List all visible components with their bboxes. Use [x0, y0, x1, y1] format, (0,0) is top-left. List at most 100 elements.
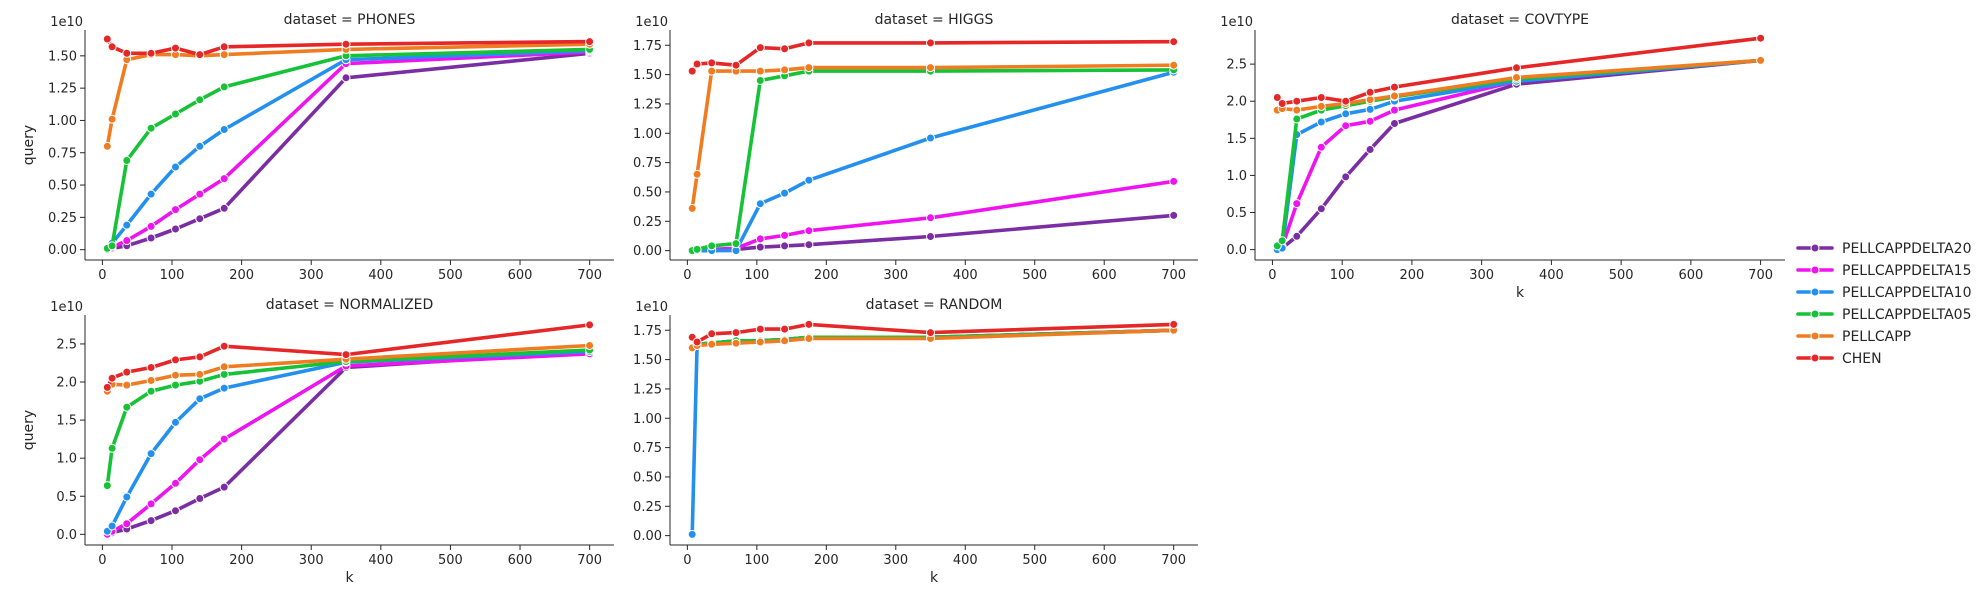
y-tick-label: 0.75 — [633, 156, 662, 171]
data-point — [146, 386, 156, 396]
data-point — [1277, 236, 1287, 246]
series-line — [1275, 58, 1763, 252]
data-point — [692, 337, 702, 347]
y-tick-label: 0.25 — [48, 211, 77, 226]
y-tick-label: 0.5 — [56, 490, 77, 505]
data-point — [195, 369, 205, 379]
series-pellcappdelta05 — [102, 44, 595, 253]
data-point — [219, 341, 229, 351]
data-point — [1365, 87, 1375, 97]
y-tick-label: 1.25 — [633, 382, 662, 397]
x-tick-label: 200 — [814, 268, 839, 283]
data-point — [692, 169, 702, 179]
data-point — [195, 141, 205, 151]
data-point — [107, 521, 117, 531]
data-point — [146, 363, 156, 372]
data-point — [707, 329, 717, 339]
data-point — [146, 449, 156, 459]
x-tick-label: 300 — [299, 268, 324, 283]
data-point — [755, 66, 765, 76]
data-point — [102, 34, 112, 44]
legend-marker — [1810, 243, 1820, 253]
series-line — [105, 349, 592, 534]
data-point — [1756, 55, 1766, 65]
y-exponent-label: 1e10 — [635, 15, 668, 30]
x-tick-label: 500 — [1022, 268, 1047, 283]
data-point — [1169, 176, 1179, 186]
data-point — [102, 382, 112, 392]
data-point — [102, 141, 112, 151]
data-point — [926, 213, 935, 223]
legend-label: PELLCAPPDELTA05 — [1842, 307, 1971, 323]
data-point — [585, 37, 595, 47]
data-point — [780, 241, 790, 251]
y-tick-label: 1.50 — [48, 49, 77, 64]
y-exponent-label: 1e10 — [50, 15, 83, 30]
legend-item: PELLCAPPDELTA15 — [1796, 263, 1971, 279]
x-tick-label: 300 — [1469, 268, 1494, 283]
data-point — [1341, 121, 1351, 131]
y-tick-label: 1.5 — [56, 414, 77, 429]
data-point — [122, 236, 132, 246]
panel-2: 0 100 200 300 400 500 600 700 0.0 0.5 1.0 1.5 2.0 2.5… — [1220, 12, 1785, 301]
x-tick-label: 700 — [1161, 268, 1186, 283]
y-tick-label: 0.00 — [48, 243, 77, 258]
data-point — [926, 63, 935, 73]
series-chen — [687, 319, 1179, 347]
x-tick-label: 400 — [1539, 268, 1564, 283]
data-point — [707, 339, 717, 349]
data-point — [585, 341, 595, 350]
data-point — [146, 376, 156, 385]
data-point — [755, 234, 765, 244]
data-point — [219, 362, 229, 372]
x-tick-label: 300 — [299, 553, 324, 568]
series-line — [1275, 58, 1763, 248]
data-point — [731, 328, 741, 338]
data-point — [804, 38, 814, 48]
data-point — [219, 482, 229, 492]
data-point — [755, 43, 765, 53]
data-point — [926, 328, 935, 338]
series-pellcappdelta10 — [687, 325, 1179, 539]
data-point — [1365, 116, 1375, 126]
y-tick-label: 0.50 — [633, 470, 662, 485]
x-tick-label: 600 — [1092, 268, 1117, 283]
data-point — [195, 394, 205, 404]
data-point — [780, 324, 790, 334]
x-tick-label: 400 — [953, 268, 978, 283]
series-chen — [687, 37, 1179, 76]
data-point — [780, 230, 790, 240]
data-point — [171, 506, 180, 516]
data-point — [585, 320, 595, 330]
data-point — [780, 44, 790, 54]
data-point — [1390, 105, 1399, 115]
data-point — [692, 59, 702, 69]
data-point — [341, 39, 351, 49]
data-point — [687, 203, 697, 213]
x-tick-label: 600 — [1092, 553, 1117, 568]
data-point — [146, 516, 156, 526]
series-line — [105, 349, 592, 537]
data-point — [171, 109, 180, 119]
panel-3: 0 100 200 300 400 500 600 700 0.0 0.5 1.0 1.5 2.0 2.5… — [21, 297, 614, 586]
data-point — [107, 42, 117, 52]
x-tick-label: 700 — [577, 268, 602, 283]
data-point — [195, 50, 205, 60]
data-point — [195, 214, 205, 224]
y-axis-label: query — [21, 410, 37, 450]
data-point — [219, 203, 229, 213]
data-point — [1512, 63, 1521, 73]
data-point — [707, 66, 717, 76]
x-tick-label: 500 — [1609, 268, 1634, 283]
data-point — [146, 189, 156, 199]
data-point — [926, 133, 935, 143]
y-tick-label: 1.0 — [1226, 169, 1247, 184]
x-tick-label: 700 — [577, 553, 602, 568]
data-point — [171, 380, 180, 390]
x-tick-label: 600 — [508, 553, 533, 568]
x-tick-label: 200 — [229, 553, 254, 568]
data-point — [926, 38, 935, 48]
data-point — [1390, 82, 1399, 92]
panel-title: dataset = HIGGS — [875, 12, 994, 28]
legend-item: CHEN — [1796, 351, 1882, 367]
